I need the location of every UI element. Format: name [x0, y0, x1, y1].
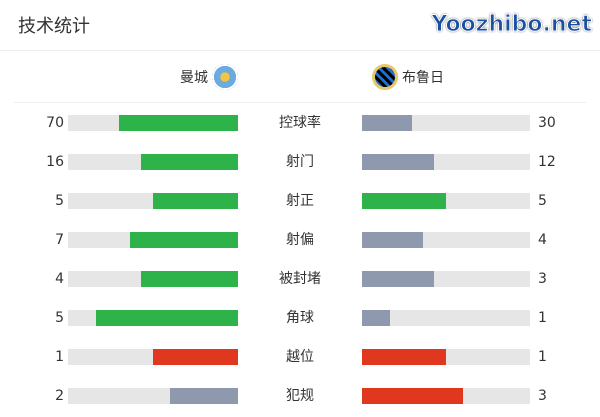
divider	[14, 102, 586, 103]
home-value: 7	[55, 232, 64, 248]
home-bar-fill	[119, 115, 238, 131]
stat-label: 射正	[286, 193, 314, 209]
away-bar-fill	[362, 310, 390, 326]
home-bar-track	[68, 193, 238, 209]
home-bar-fill	[140, 154, 238, 170]
away-bar-fill	[362, 115, 413, 131]
away-value: 30	[538, 115, 556, 131]
home-bar-track	[68, 115, 238, 131]
watermark-logo: Yoozhibo.net	[431, 12, 592, 38]
away-value: 5	[538, 193, 547, 209]
away-team-name: 布鲁日	[402, 70, 444, 86]
manchester-city-crest-icon	[212, 64, 238, 90]
away-bar-track	[362, 271, 530, 287]
away-bar-track	[362, 310, 530, 326]
page-title: 技术统计	[18, 16, 90, 37]
home-bar-fill	[170, 388, 238, 404]
home-bar-track	[68, 271, 238, 287]
away-bar-fill	[362, 154, 434, 170]
away-bar-track	[362, 388, 530, 404]
away-bar-track	[362, 232, 530, 248]
home-value: 1	[55, 349, 64, 365]
away-value: 12	[538, 154, 556, 170]
stat-row: 1 越位 1	[0, 348, 600, 366]
stat-row: 70 控球率 30	[0, 114, 600, 132]
home-bar-fill	[153, 193, 238, 209]
home-bar-track	[68, 388, 238, 404]
away-team: 布鲁日	[368, 62, 444, 92]
away-bar-track	[362, 154, 530, 170]
home-bar-track	[68, 349, 238, 365]
home-value: 5	[55, 193, 64, 209]
away-bar-fill	[362, 271, 434, 287]
club-brugge-crest-icon	[372, 64, 398, 90]
home-bar-track	[68, 232, 238, 248]
away-bar-fill	[362, 388, 463, 404]
away-value: 3	[538, 271, 547, 287]
home-team-name: 曼城	[180, 70, 208, 86]
away-value: 4	[538, 232, 547, 248]
home-bar-fill	[129, 232, 238, 248]
home-bar-fill	[153, 349, 238, 365]
home-bar-track	[68, 154, 238, 170]
stat-label: 射门	[286, 154, 314, 170]
away-bar-fill	[362, 349, 446, 365]
away-bar-track	[362, 349, 530, 365]
stat-label: 角球	[286, 310, 314, 326]
stat-row: 5 射正 5	[0, 192, 600, 210]
home-bar-fill	[140, 271, 238, 287]
stat-label: 射偏	[286, 232, 314, 248]
home-bar-fill	[96, 310, 238, 326]
stat-label: 越位	[286, 349, 314, 365]
away-value: 3	[538, 388, 547, 404]
away-bar-track	[362, 193, 530, 209]
stat-row: 7 射偏 4	[0, 231, 600, 249]
home-value: 70	[46, 115, 64, 131]
divider	[0, 50, 600, 51]
home-value: 5	[55, 310, 64, 326]
stat-label: 控球率	[279, 115, 321, 131]
home-value: 4	[55, 271, 64, 287]
stat-row: 2 犯规 3	[0, 387, 600, 405]
away-bar-fill	[362, 232, 424, 248]
away-value: 1	[538, 310, 547, 326]
stat-label: 犯规	[286, 388, 314, 404]
stat-row: 16 射门 12	[0, 153, 600, 171]
stat-row: 4 被封堵 3	[0, 270, 600, 288]
home-team: 曼城	[180, 62, 242, 92]
away-bar-track	[362, 115, 530, 131]
stat-label: 被封堵	[279, 271, 321, 287]
away-value: 1	[538, 349, 547, 365]
home-value: 16	[46, 154, 64, 170]
home-value: 2	[55, 388, 64, 404]
away-bar-fill	[362, 193, 446, 209]
home-bar-track	[68, 310, 238, 326]
stat-row: 5 角球 1	[0, 309, 600, 327]
